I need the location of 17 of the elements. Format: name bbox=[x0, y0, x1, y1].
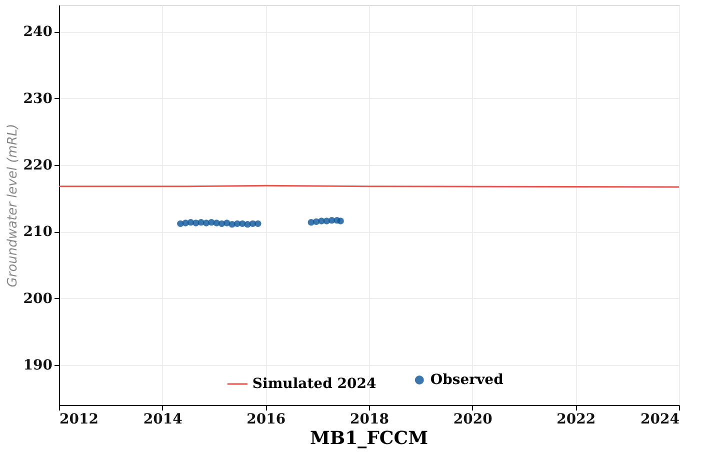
text: MB1_FCCM bbox=[310, 428, 428, 449]
y-tick-label: 190 bbox=[23, 358, 53, 374]
y-axis-title: Groundwater level (mRL) bbox=[5, 124, 20, 288]
x-tick-label: 2012 bbox=[60, 412, 98, 428]
y-tick-label: 230 bbox=[23, 90, 53, 107]
legend-label: Simulated 2024 bbox=[252, 376, 376, 392]
y-tick-label: 200 bbox=[23, 290, 53, 307]
legend-label: Observed bbox=[430, 372, 504, 388]
x-tick-label: 2020 bbox=[453, 412, 493, 428]
y-tick-label: 220 bbox=[23, 158, 53, 174]
x-tick-label: 2024 bbox=[640, 412, 680, 428]
x-tick-label: 2014 bbox=[143, 412, 183, 428]
y-tick-label: 210 bbox=[23, 224, 53, 240]
x-tick-label: 2018 bbox=[350, 412, 389, 428]
x-tick-label: 2016 bbox=[246, 412, 286, 428]
x-tick-label: 2022 bbox=[556, 412, 596, 428]
y-tick-label: 240 bbox=[23, 24, 53, 40]
